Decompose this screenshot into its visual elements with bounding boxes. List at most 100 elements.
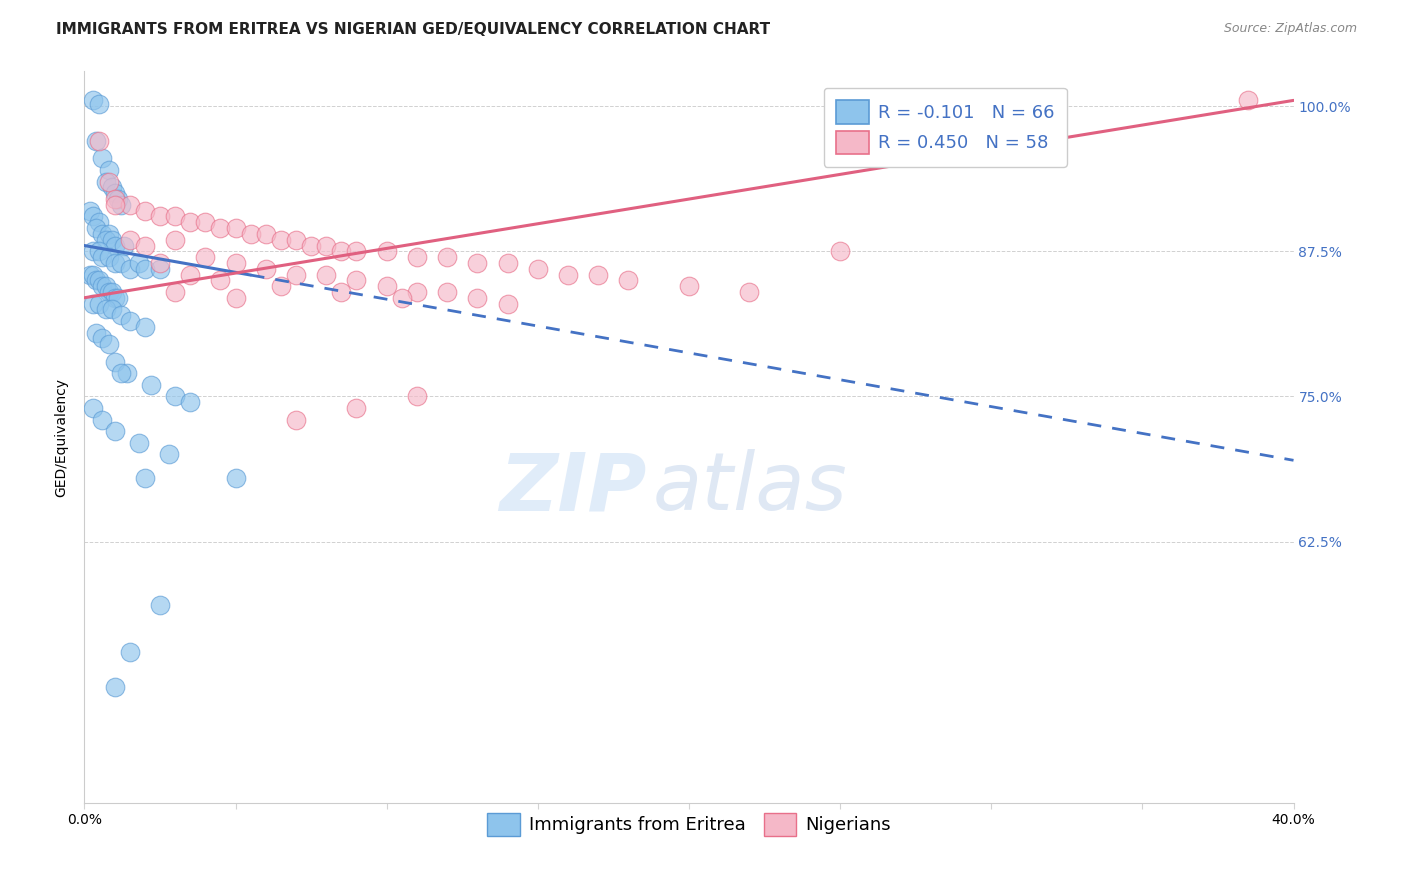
Point: [86, 326, 108, 340]
Point: [82, 94, 104, 108]
Point: [97, 163, 120, 178]
Point: [165, 389, 187, 403]
Point: [89, 96, 111, 111]
Point: [100, 285, 122, 299]
Point: [104, 256, 127, 270]
Point: [239, 227, 262, 241]
Point: [82, 268, 104, 282]
Point: [315, 238, 337, 252]
Point: [82, 401, 104, 415]
Point: [270, 233, 292, 247]
Point: [406, 250, 429, 264]
Point: [678, 279, 700, 293]
Point: [104, 354, 127, 368]
Point: [375, 244, 398, 259]
Point: [225, 221, 247, 235]
Point: [285, 268, 308, 282]
Point: [179, 215, 201, 229]
Point: [104, 291, 127, 305]
Point: [91, 250, 114, 264]
Point: [375, 279, 398, 293]
Point: [225, 471, 247, 485]
Point: [100, 302, 122, 317]
Point: [436, 285, 458, 299]
Point: [527, 261, 550, 276]
Point: [118, 314, 141, 328]
Point: [86, 221, 108, 235]
Point: [100, 180, 122, 194]
Point: [110, 366, 132, 380]
Point: [94, 233, 117, 247]
Point: [165, 285, 187, 299]
Point: [149, 599, 172, 613]
Point: [82, 296, 104, 310]
Point: [107, 291, 129, 305]
Point: [436, 250, 458, 264]
Text: atlas: atlas: [652, 450, 848, 527]
Point: [110, 198, 132, 212]
Y-axis label: GED/Equivalency: GED/Equivalency: [55, 377, 69, 497]
Point: [94, 175, 117, 189]
Point: [82, 210, 104, 224]
Point: [467, 291, 489, 305]
Point: [254, 261, 277, 276]
Point: [128, 436, 150, 450]
Point: [391, 291, 413, 305]
Point: [209, 221, 232, 235]
Text: IMMIGRANTS FROM ERITREA VS NIGERIAN GED/EQUIVALENCY CORRELATION CHART: IMMIGRANTS FROM ERITREA VS NIGERIAN GED/…: [56, 22, 770, 37]
Point: [118, 198, 141, 212]
Point: [91, 227, 114, 241]
Point: [91, 412, 114, 426]
Point: [79, 203, 101, 218]
Point: [134, 238, 156, 252]
Point: [194, 215, 217, 229]
Point: [82, 244, 104, 259]
Point: [139, 377, 162, 392]
Point: [179, 268, 201, 282]
Point: [128, 256, 150, 270]
Point: [346, 244, 368, 259]
Point: [79, 268, 101, 282]
Text: Source: ZipAtlas.com: Source: ZipAtlas.com: [1223, 22, 1357, 36]
Point: [254, 227, 277, 241]
Point: [496, 256, 519, 270]
Point: [157, 448, 180, 462]
Point: [209, 273, 232, 287]
Point: [89, 215, 111, 229]
Point: [557, 268, 579, 282]
Point: [104, 238, 127, 252]
Point: [225, 291, 247, 305]
Point: [406, 285, 429, 299]
Point: [94, 302, 117, 317]
Point: [1237, 94, 1260, 108]
Point: [270, 279, 292, 293]
Point: [134, 471, 156, 485]
Point: [149, 256, 172, 270]
Point: [112, 238, 135, 252]
Point: [86, 134, 108, 148]
Point: [330, 285, 353, 299]
Point: [830, 244, 852, 259]
Point: [104, 198, 127, 212]
Point: [330, 244, 353, 259]
Point: [118, 645, 141, 659]
Point: [115, 366, 138, 380]
Point: [149, 210, 172, 224]
Point: [406, 389, 429, 403]
Point: [104, 186, 127, 201]
Point: [118, 233, 141, 247]
Point: [91, 279, 114, 293]
Point: [179, 395, 201, 409]
Point: [89, 273, 111, 287]
Point: [134, 261, 156, 276]
Point: [134, 319, 156, 334]
Point: [225, 256, 247, 270]
Point: [118, 261, 141, 276]
Point: [86, 273, 108, 287]
Point: [104, 424, 127, 438]
Point: [165, 233, 187, 247]
Point: [91, 331, 114, 345]
Point: [107, 192, 129, 206]
Point: [110, 256, 132, 270]
Text: ZIP: ZIP: [499, 450, 647, 527]
